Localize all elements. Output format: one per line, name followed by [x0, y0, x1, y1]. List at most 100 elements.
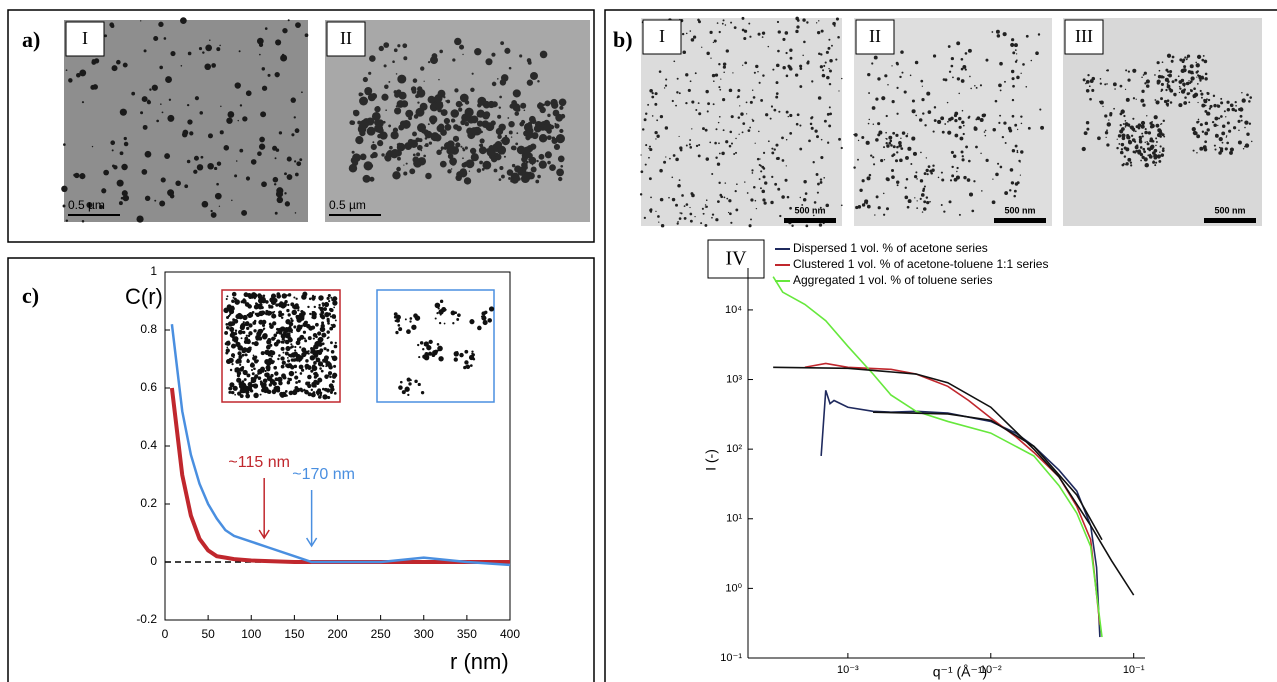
- particle: [710, 58, 711, 59]
- y-tick-label: 1: [150, 264, 157, 278]
- particle: [225, 351, 228, 354]
- particle: [1107, 122, 1111, 126]
- particle: [297, 309, 299, 311]
- particle: [1089, 85, 1091, 87]
- particle: [664, 87, 665, 88]
- particle: [543, 123, 552, 132]
- particle: [384, 84, 389, 89]
- particle: [920, 198, 922, 200]
- particle: [992, 128, 995, 131]
- particle: [695, 109, 697, 111]
- particle: [1015, 49, 1017, 51]
- particle: [1183, 65, 1186, 68]
- particle: [875, 97, 878, 100]
- particle: [1154, 164, 1156, 166]
- particle: [1198, 119, 1200, 121]
- particle: [953, 155, 956, 158]
- particle: [423, 155, 426, 158]
- particle: [934, 106, 936, 108]
- particle: [1128, 140, 1132, 144]
- particle: [1090, 79, 1094, 83]
- particle: [709, 142, 711, 144]
- particle: [294, 386, 298, 390]
- particle: [1212, 121, 1214, 123]
- particle: [1157, 81, 1160, 84]
- particle: [410, 317, 413, 320]
- particle: [896, 87, 898, 89]
- particle: [303, 331, 306, 334]
- particle: [149, 88, 151, 90]
- particle: [758, 131, 760, 133]
- particle: [1188, 80, 1189, 81]
- particle: [947, 131, 951, 135]
- particle: [976, 87, 978, 89]
- particle: [549, 164, 556, 171]
- particle: [378, 127, 384, 133]
- particle: [974, 85, 976, 87]
- particle: [328, 300, 330, 302]
- particle: [363, 77, 368, 82]
- particle: [216, 47, 220, 51]
- particle: [826, 51, 829, 54]
- particle: [451, 168, 452, 169]
- particle: [103, 170, 109, 176]
- particle: [1217, 125, 1218, 126]
- particle: [355, 136, 363, 144]
- particle: [736, 183, 738, 185]
- particle: [277, 328, 282, 333]
- particle: [302, 292, 307, 297]
- particle: [1126, 148, 1127, 149]
- particle: [1131, 135, 1133, 137]
- particle: [948, 45, 951, 48]
- particle: [823, 65, 825, 67]
- particle: [483, 121, 485, 123]
- particle: [750, 218, 752, 220]
- particle: [820, 181, 823, 184]
- particle: [679, 136, 680, 137]
- particle: [188, 52, 192, 56]
- particle: [677, 78, 679, 80]
- particle: [776, 64, 780, 68]
- particle: [824, 120, 827, 123]
- particle: [109, 22, 114, 27]
- particle: [872, 106, 876, 110]
- particle: [649, 148, 652, 151]
- scale-bar: [1204, 218, 1256, 223]
- particle: [691, 100, 694, 103]
- particle: [322, 342, 325, 345]
- particle: [396, 315, 401, 320]
- particle: [1172, 56, 1175, 59]
- particle: [408, 116, 412, 120]
- particle: [92, 59, 96, 63]
- particle: [1194, 131, 1198, 135]
- particle: [771, 148, 773, 150]
- particle: [689, 143, 691, 145]
- particle: [1249, 123, 1251, 125]
- particle: [1154, 154, 1158, 158]
- particle: [402, 390, 406, 394]
- particle: [501, 175, 505, 179]
- particle: [260, 111, 266, 117]
- particle: [1241, 92, 1242, 93]
- particle: [951, 65, 954, 68]
- particle: [814, 130, 817, 133]
- particle: [818, 96, 822, 100]
- particle: [274, 371, 278, 375]
- particle: [474, 133, 477, 136]
- particle: [319, 307, 323, 311]
- particle: [512, 164, 515, 167]
- particle: [432, 350, 438, 356]
- particle: [252, 384, 255, 387]
- particle: [689, 139, 691, 141]
- particle: [289, 371, 295, 377]
- particle: [679, 92, 681, 94]
- particle: [980, 153, 981, 154]
- particle: [319, 337, 323, 341]
- particle: [803, 41, 806, 44]
- particle: [231, 391, 234, 394]
- particle: [417, 145, 423, 151]
- particle: [1150, 138, 1151, 139]
- particle: [965, 146, 968, 149]
- particle: [369, 55, 376, 62]
- particle: [424, 81, 425, 82]
